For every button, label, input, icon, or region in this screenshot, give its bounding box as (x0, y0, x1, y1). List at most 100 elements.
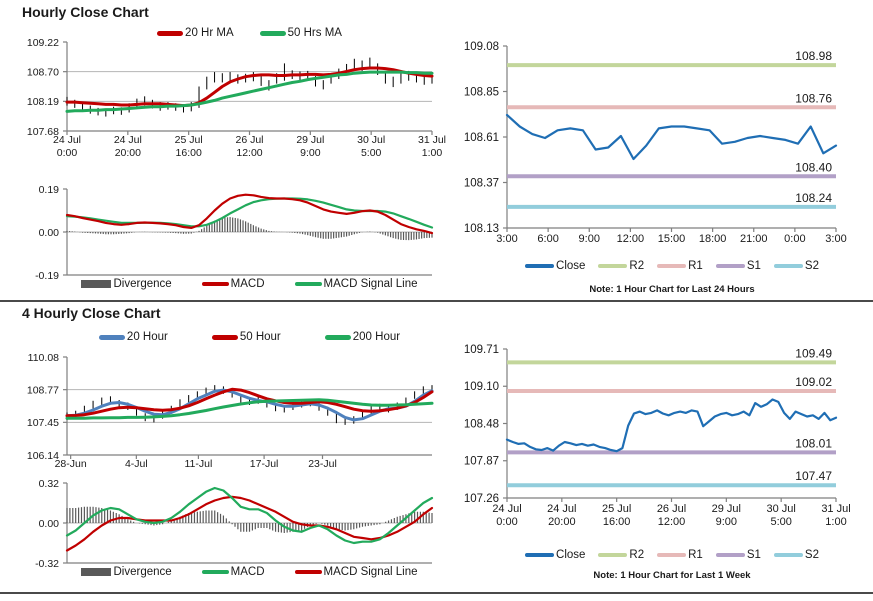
y-tick-label: 0.00 (39, 227, 60, 239)
y-tick-label: -0.19 (35, 270, 59, 282)
y-axis-labels: 109.71 109.10 108.48 107.87 107.26 (464, 344, 499, 505)
bottom-divider (0, 592, 873, 594)
x-tick-label: 0:00 (784, 233, 805, 245)
legend-label: Divergence (113, 566, 172, 578)
x-axis-labels: 28-Jun 4-Jul 11-Jul 17-Jul 23-Jul (55, 458, 337, 470)
weekly-pivot-chart: 109.71 109.10 108.48 107.87 107.26 24 Jul 0:00… (436, 340, 873, 540)
x-tick-label: 24 Jul (547, 503, 576, 515)
x-tick-label: 3:00 (825, 233, 846, 245)
y-tick-label: 0.00 (39, 518, 60, 530)
legend-swatch-icon (773, 263, 803, 269)
level-label-r2: 108.98 (795, 49, 832, 63)
legend-swatch-icon (598, 263, 628, 269)
legend-label: R1 (688, 549, 703, 561)
legend-swatch-icon (715, 263, 745, 269)
x-tick-label: 16:00 (603, 516, 631, 528)
x-tick-label: 9:00 (716, 516, 737, 528)
pivot-level-lines: 108.98 108.76 108.40 108.24 (507, 49, 836, 209)
legend-item-divergence: Divergence (81, 566, 172, 578)
y-axis-labels: 109.08 108.85 108.61 108.37 108.13 (464, 41, 499, 235)
series-line-20-hour (65, 388, 434, 422)
x-tick-label: 25 Jul (602, 503, 631, 515)
series-line-macd (65, 193, 434, 235)
legend-label: 50 Hrs MA (287, 27, 342, 39)
legend-label: 20 Hour (126, 331, 168, 343)
x-tick-label: 24 Jul (53, 134, 81, 146)
series-line-macd (65, 486, 434, 545)
hourly-pivot-note: Note: 1 Hour Chart for Last 24 Hours (589, 284, 755, 295)
y-tick-label: 108.19 (27, 96, 59, 108)
series-line-macd-signal-line (65, 197, 434, 229)
x-tick-label: 26 Jul (235, 134, 263, 146)
hourly-macd-legend: Divergence MACD MACD Signal Line (67, 278, 432, 290)
axes (63, 356, 432, 459)
legend-item-divergence: Divergence (81, 278, 172, 290)
divergence-bars (66, 217, 433, 241)
legend-swatch-icon (81, 568, 112, 576)
y-tick-label: 109.71 (464, 344, 499, 356)
x-tick-label: 24 Jul (492, 503, 521, 515)
legend-swatch-icon (98, 334, 125, 340)
y-tick-label: 107.26 (464, 493, 499, 505)
y-tick-label: 110.08 (28, 352, 59, 364)
hourly-pivot-chart: 109.08 108.85 108.61 108.37 108.13 3:00 6:00 9:… (436, 36, 873, 256)
level-label-s2: 108.24 (795, 191, 832, 205)
legend-swatch-icon (201, 570, 229, 574)
x-tick-label: 1:00 (422, 147, 443, 159)
legend-item-macd: MACD (201, 278, 265, 290)
x-tick-label: 30 Jul (766, 503, 795, 515)
legend-label: MACD Signal Line (323, 278, 418, 290)
legend-label: R2 (629, 549, 645, 561)
four-hourly-macd-legend: Divergence MACD MACD Signal Line (67, 566, 432, 578)
four-hourly-ma-legend: 20 Hour 50 Hour 200 Hour (67, 331, 432, 343)
x-tick-label: 20:00 (548, 516, 576, 528)
legend-item-200-hour: 200 Hour (324, 331, 400, 343)
legend-label: Close (556, 260, 586, 272)
legend-item-20-hr-ma: 20 Hr MA (157, 27, 234, 39)
legend-swatch-icon (657, 552, 687, 558)
x-tick-label: 16:00 (176, 147, 202, 159)
legend-label: MACD (230, 566, 265, 578)
x-tick-label: 0:00 (496, 516, 517, 528)
x-tick-label: 30 Jul (357, 134, 385, 146)
legend-item-r1: R1 (657, 260, 703, 272)
y-axis-labels: 110.08 108.77 107.45 106.14 (27, 352, 59, 462)
legend-swatch-icon (259, 30, 286, 36)
series-line-50-hour (65, 387, 434, 418)
legend-item-r2: R2 (598, 549, 644, 561)
x-tick-label: 21:00 (740, 233, 768, 245)
y-tick-label: 108.70 (27, 66, 59, 78)
legend-label: MACD Signal Line (323, 566, 418, 578)
y-tick-label: 109.22 (27, 37, 59, 49)
legend-swatch-icon (525, 552, 555, 558)
level-label-s2: 107.47 (795, 469, 832, 483)
y-tick-label: 109.10 (464, 381, 499, 393)
x-axis-labels: 3:00 6:00 9:00 12:00 15:00 18:00 21:00 0:00 3:00 (496, 233, 846, 245)
legend-label: R1 (688, 260, 703, 272)
x-tick-label: 3:00 (496, 233, 517, 245)
legend-swatch-icon (201, 282, 229, 286)
x-tick-label: 12:00 (236, 147, 262, 159)
axes (503, 348, 837, 502)
y-tick-label: 107.87 (464, 456, 499, 468)
series-line-close (505, 398, 838, 453)
x-tick-label: 18:00 (699, 233, 727, 245)
x-tick-label: 5:00 (361, 147, 382, 159)
y-tick-label: 106.14 (27, 450, 59, 462)
pivot-level-lines: 109.49 109.02 108.01 107.47 (507, 346, 836, 488)
level-label-s1: 108.01 (795, 436, 832, 450)
legend-swatch-icon (294, 282, 322, 286)
y-tick-label: -0.32 (35, 558, 59, 570)
legend-label: 50 Hour (239, 331, 281, 343)
series-line-50-hrs-ma (65, 70, 434, 113)
hourly-ma-legend: 20 Hr MA 50 Hrs MA (67, 27, 432, 39)
x-tick-label: 0:00 (57, 147, 78, 159)
four-hourly-close-chart: 110.08 108.77 107.45 106.14 28-Jun 4-Jul 11-Ju… (0, 350, 436, 478)
legend-swatch-icon (294, 570, 322, 574)
legend-item-20-hour: 20 Hour (98, 331, 168, 343)
legend-item-macd-signal-line: MACD Signal Line (294, 566, 418, 578)
